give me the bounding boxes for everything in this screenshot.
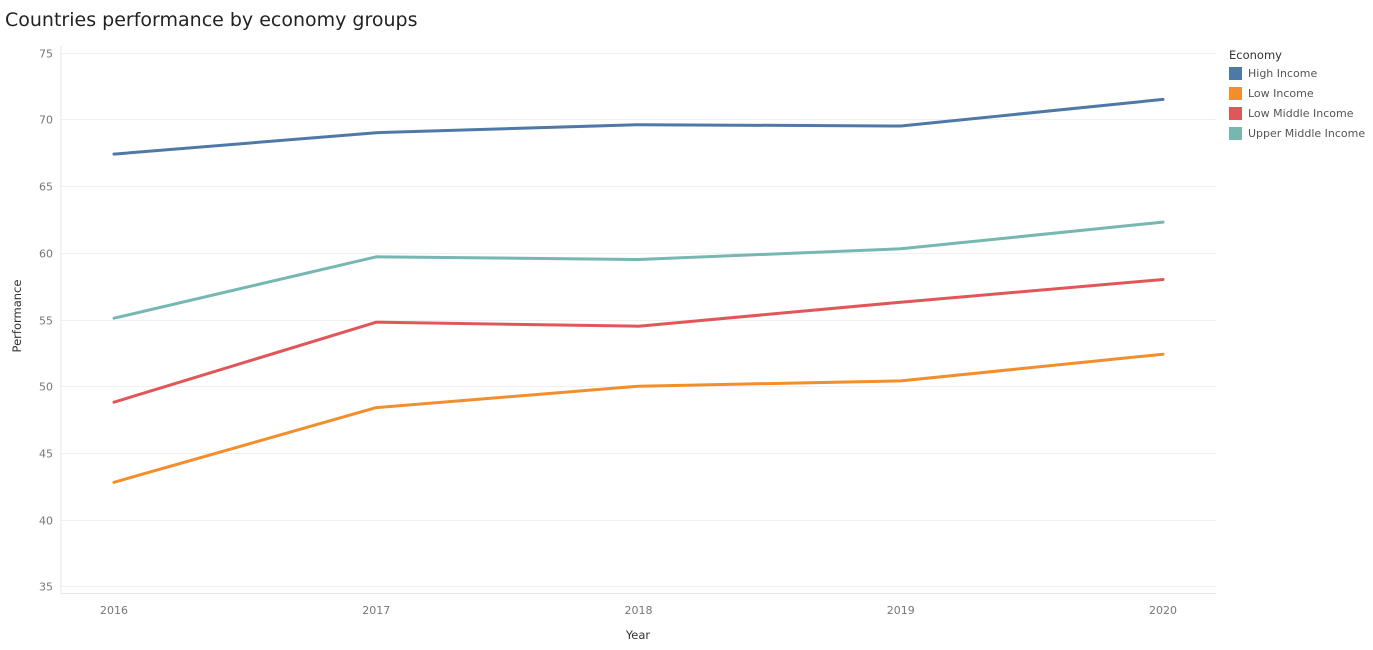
legend: Economy High Income Low Income Low Middle … xyxy=(1229,47,1371,143)
series-line-low-income[interactable] xyxy=(112,352,1165,484)
legend-swatch xyxy=(1229,66,1242,80)
y-tick-label: 75 xyxy=(39,48,53,61)
legend-item-low-middle-income[interactable]: Low Middle Income xyxy=(1229,103,1371,123)
legend-label: Low Income xyxy=(1248,86,1314,100)
axis-layer: 35 40 45 50 55 60 65 70 75 2016 2017 2018 2019 2020 xyxy=(39,46,1216,617)
y-tick-label: 55 xyxy=(39,315,53,328)
x-tick-label: 2019 xyxy=(887,604,915,617)
chart-title: Countries performance by economy groups xyxy=(5,9,418,31)
legend-label: Upper Middle Income xyxy=(1248,126,1366,140)
legend-swatch xyxy=(1229,86,1242,100)
legend-swatch xyxy=(1229,126,1242,140)
x-tick-label: 2016 xyxy=(100,604,128,617)
y-tick-label: 70 xyxy=(39,114,53,127)
x-tick-label: 2020 xyxy=(1149,604,1177,617)
legend-label: Low Middle Income xyxy=(1248,106,1354,120)
series-line-low-middle-income[interactable] xyxy=(112,278,1165,404)
legend-item-low-income[interactable]: Low Income xyxy=(1229,83,1371,103)
y-axis-label: Performance xyxy=(10,280,24,353)
legend-item-high-income[interactable]: High Income xyxy=(1229,63,1371,83)
legend-items: High Income Low Income Low Middle Income Up… xyxy=(1229,63,1371,143)
legend-title: Economy xyxy=(1229,48,1282,62)
x-axis-label: Year xyxy=(625,628,651,642)
y-tick-label: 45 xyxy=(39,448,53,461)
series-layer xyxy=(112,97,1165,484)
grid-layer xyxy=(61,53,1216,587)
y-tick-label: 60 xyxy=(39,248,53,261)
y-tick-label: 65 xyxy=(39,181,53,194)
x-tick-label: 2017 xyxy=(362,604,390,617)
legend-label: High Income xyxy=(1248,66,1318,80)
legend-swatch xyxy=(1229,106,1242,120)
series-line-high-income[interactable] xyxy=(112,97,1165,156)
y-tick-label: 40 xyxy=(39,515,53,528)
y-tick-label: 50 xyxy=(39,381,53,394)
legend-item-upper-middle-income[interactable]: Upper Middle Income xyxy=(1229,123,1371,143)
series-line-upper-middle-income[interactable] xyxy=(112,220,1165,320)
x-tick-label: 2018 xyxy=(625,604,653,617)
y-tick-label: 35 xyxy=(39,581,53,594)
